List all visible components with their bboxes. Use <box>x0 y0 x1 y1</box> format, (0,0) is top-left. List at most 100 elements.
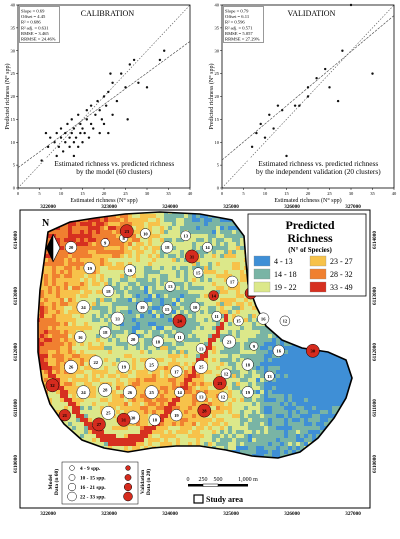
chart-title: VALIDATION <box>288 9 336 18</box>
data-point <box>61 150 65 153</box>
data-point <box>259 122 262 126</box>
north-arrow-left <box>46 234 53 262</box>
model-point: 18 <box>102 284 115 298</box>
point-marker <box>211 311 222 322</box>
point-label: 19 <box>245 390 250 395</box>
map-y-tick-label: 6110000 <box>372 455 378 473</box>
point-marker <box>144 385 159 400</box>
legend-swatch <box>309 255 327 267</box>
point-marker <box>116 412 131 427</box>
data-point <box>55 131 58 135</box>
data-point <box>250 145 254 149</box>
y-tick-label: 10 <box>11 140 16 145</box>
model-point: 19 <box>170 409 183 422</box>
model-data-label: Data (n 60) <box>53 469 60 495</box>
map-y-tick-label: 6112000 <box>372 343 378 361</box>
legend-swatch <box>253 268 271 280</box>
data-point <box>281 109 284 112</box>
size-model-circle <box>69 465 75 471</box>
point-label: 25 <box>106 411 111 416</box>
map-x-tick-label: 326000 <box>284 204 300 210</box>
point-marker <box>102 284 115 298</box>
model-point: 17 <box>226 275 239 288</box>
model-point: 13 <box>264 370 275 382</box>
model-point: 28 <box>98 383 112 397</box>
data-point <box>83 131 86 135</box>
data-point <box>124 86 127 89</box>
data-point <box>57 145 61 149</box>
x-tick-label: 0 <box>221 191 224 196</box>
size-validation-circle <box>123 491 133 502</box>
point-marker <box>195 391 207 403</box>
point-marker <box>151 335 164 348</box>
y-tick-label: 35 <box>11 25 16 30</box>
point-label: 20 <box>69 245 74 250</box>
data-point <box>328 86 331 89</box>
point-label: 14 <box>177 390 182 395</box>
point-marker <box>64 241 78 254</box>
model-point: 23 <box>222 334 236 349</box>
y-tick-label: 40 <box>215 3 220 8</box>
stats-line: R² adj. = 0.571 <box>225 25 253 30</box>
y-tick-label: 40 <box>11 3 16 8</box>
map-y-tick-label: 6114000 <box>13 231 19 249</box>
point-label: 14 <box>205 245 210 250</box>
data-point <box>98 131 101 135</box>
data-point <box>268 113 271 117</box>
point-marker <box>99 326 112 339</box>
stats-line: Slope = 0.69 <box>21 9 45 14</box>
model-point: 26 <box>123 385 137 400</box>
model-point: 19 <box>241 386 254 399</box>
y-tick-label: 0 <box>217 186 220 191</box>
model-point: 16 <box>74 330 87 344</box>
x-tick-label: 35 <box>166 191 171 196</box>
data-point <box>46 145 50 149</box>
point-marker <box>117 360 130 373</box>
legend-class-label: 28 - 32 <box>330 270 353 279</box>
point-label: 20 <box>131 337 136 342</box>
point-marker <box>189 301 201 313</box>
data-point <box>120 72 123 75</box>
x-tick-label: 10 <box>263 191 268 196</box>
x-tick-label: 5 <box>242 191 245 196</box>
stats-line: R² = 0.596 <box>225 20 245 25</box>
point-marker <box>212 376 227 390</box>
point-marker <box>64 360 78 374</box>
data-point <box>102 95 106 98</box>
point-label: 23 <box>218 381 223 386</box>
point-label: 24 <box>81 305 86 310</box>
map-x-tick-label: 322000 <box>40 511 56 517</box>
point-marker <box>170 365 183 378</box>
point-marker <box>257 312 270 325</box>
model-point: 11 <box>174 331 185 343</box>
size-validation-circle <box>124 474 132 481</box>
point-marker <box>202 242 213 253</box>
data-point <box>349 3 353 7</box>
point-label: 26 <box>69 365 74 370</box>
point-label: 13 <box>267 374 272 379</box>
point-label: 26 <box>128 390 133 395</box>
y-tick-label: 15 <box>11 117 16 122</box>
data-point <box>255 131 258 135</box>
model-point: 14 <box>202 242 213 253</box>
data-point <box>158 58 162 62</box>
point-marker <box>110 311 125 326</box>
point-label: 18 <box>106 289 111 294</box>
point-marker <box>305 343 320 358</box>
study-area-outline <box>37 211 353 459</box>
model-point: 10 <box>189 301 201 313</box>
y-tick-label: 25 <box>11 71 16 76</box>
model-point: 25 <box>194 360 209 374</box>
point-label: 31 <box>190 254 195 259</box>
x-tick-label: 40 <box>392 191 397 196</box>
data-point <box>85 118 89 121</box>
point-marker <box>174 331 185 343</box>
data-point <box>109 72 112 75</box>
y-tick-label: 35 <box>215 25 220 30</box>
point-label: 24 <box>177 319 182 324</box>
point-marker <box>45 378 60 393</box>
caption-line: by the independent validation (20 cluste… <box>256 167 381 176</box>
north-label: N <box>42 218 50 229</box>
point-label: 19 <box>87 266 92 271</box>
size-model-circle <box>68 474 76 481</box>
